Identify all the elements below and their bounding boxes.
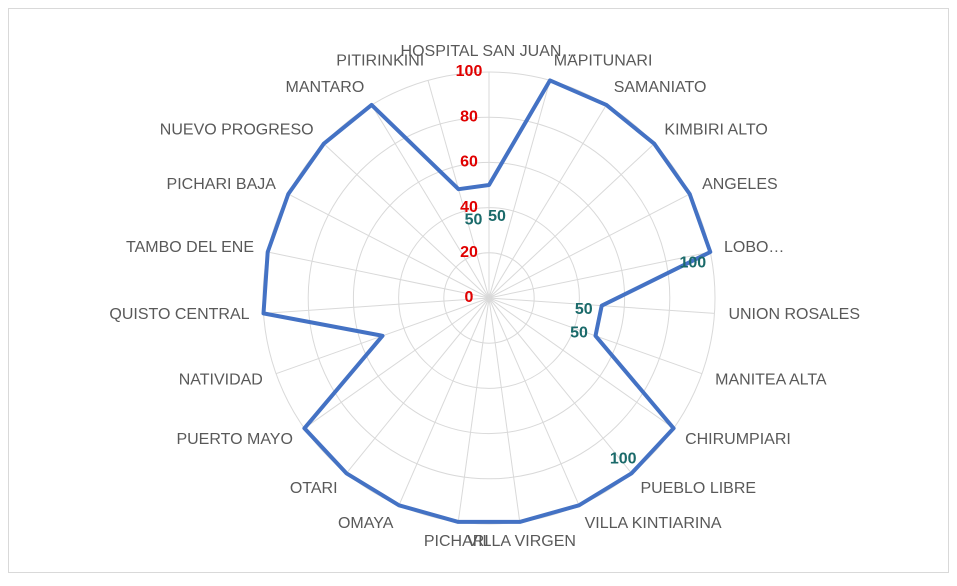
category-label: VILLA VIRGEN bbox=[467, 533, 576, 550]
category-label: KIMBIRI ALTO bbox=[664, 121, 767, 138]
spoke bbox=[488, 143, 655, 299]
data-label: 100 bbox=[679, 255, 706, 272]
category-label: SAMANIATO bbox=[614, 79, 707, 96]
r-tick-label: 0 bbox=[465, 289, 474, 306]
data-label: 50 bbox=[488, 208, 506, 225]
category-label: CHIRUMPIARI bbox=[685, 431, 791, 448]
spoke bbox=[457, 297, 490, 522]
series-line bbox=[261, 78, 713, 524]
chart-frame bbox=[8, 8, 949, 573]
spoke bbox=[304, 297, 490, 429]
category-label: LOBO… bbox=[724, 239, 784, 256]
category-label: PICHARI BAJA bbox=[167, 176, 277, 193]
spoke bbox=[488, 297, 580, 506]
category-label: UNION ROSALES bbox=[728, 306, 860, 323]
category-label: HOSPITAL SAN JUAN… bbox=[401, 43, 578, 60]
category-label: ANGELES bbox=[702, 176, 778, 193]
r-tick-label: 80 bbox=[460, 108, 478, 125]
category-label: PICHARI bbox=[424, 533, 489, 550]
category-label: PUERTO MAYO bbox=[176, 431, 292, 448]
category-label: OMAYA bbox=[338, 515, 394, 532]
category-label: PITIRINKINI bbox=[336, 52, 424, 69]
data-label: 50 bbox=[465, 211, 483, 228]
category-label: MANTARO bbox=[285, 79, 364, 96]
r-tick-label: 40 bbox=[460, 199, 478, 216]
spoke bbox=[288, 193, 490, 299]
r-tick-label: 60 bbox=[460, 154, 478, 171]
spoke bbox=[371, 104, 490, 299]
data-label: 100 bbox=[610, 450, 637, 467]
r-tick-label: 100 bbox=[456, 63, 483, 80]
category-label: TAMBO DEL ENE bbox=[126, 239, 254, 256]
category-label: VILLA KINTIARINA bbox=[585, 515, 722, 532]
r-tick-label: 20 bbox=[460, 244, 478, 261]
spoke bbox=[267, 251, 490, 299]
spoke bbox=[488, 297, 674, 429]
category-label: NATIVIDAD bbox=[179, 372, 263, 389]
spoke bbox=[488, 251, 711, 299]
spoke bbox=[488, 297, 521, 522]
data-label: 50 bbox=[570, 324, 588, 341]
spoke bbox=[488, 104, 607, 299]
category-label: MAPITUNARI bbox=[554, 52, 653, 69]
category-label: OTARI bbox=[290, 480, 338, 497]
spoke bbox=[488, 297, 633, 474]
spoke bbox=[488, 193, 690, 299]
spoke bbox=[488, 80, 551, 299]
spoke bbox=[323, 143, 490, 299]
data-label: 50 bbox=[575, 301, 593, 318]
spoke bbox=[398, 297, 490, 506]
category-label: MANITEA ALTA bbox=[715, 372, 827, 389]
category-label: PUEBLO LIBRE bbox=[640, 480, 756, 497]
category-label: NUEVO PROGRESO bbox=[160, 121, 314, 138]
spoke bbox=[263, 297, 490, 314]
spoke bbox=[345, 297, 490, 474]
category-label: QUISTO CENTRAL bbox=[109, 306, 249, 323]
